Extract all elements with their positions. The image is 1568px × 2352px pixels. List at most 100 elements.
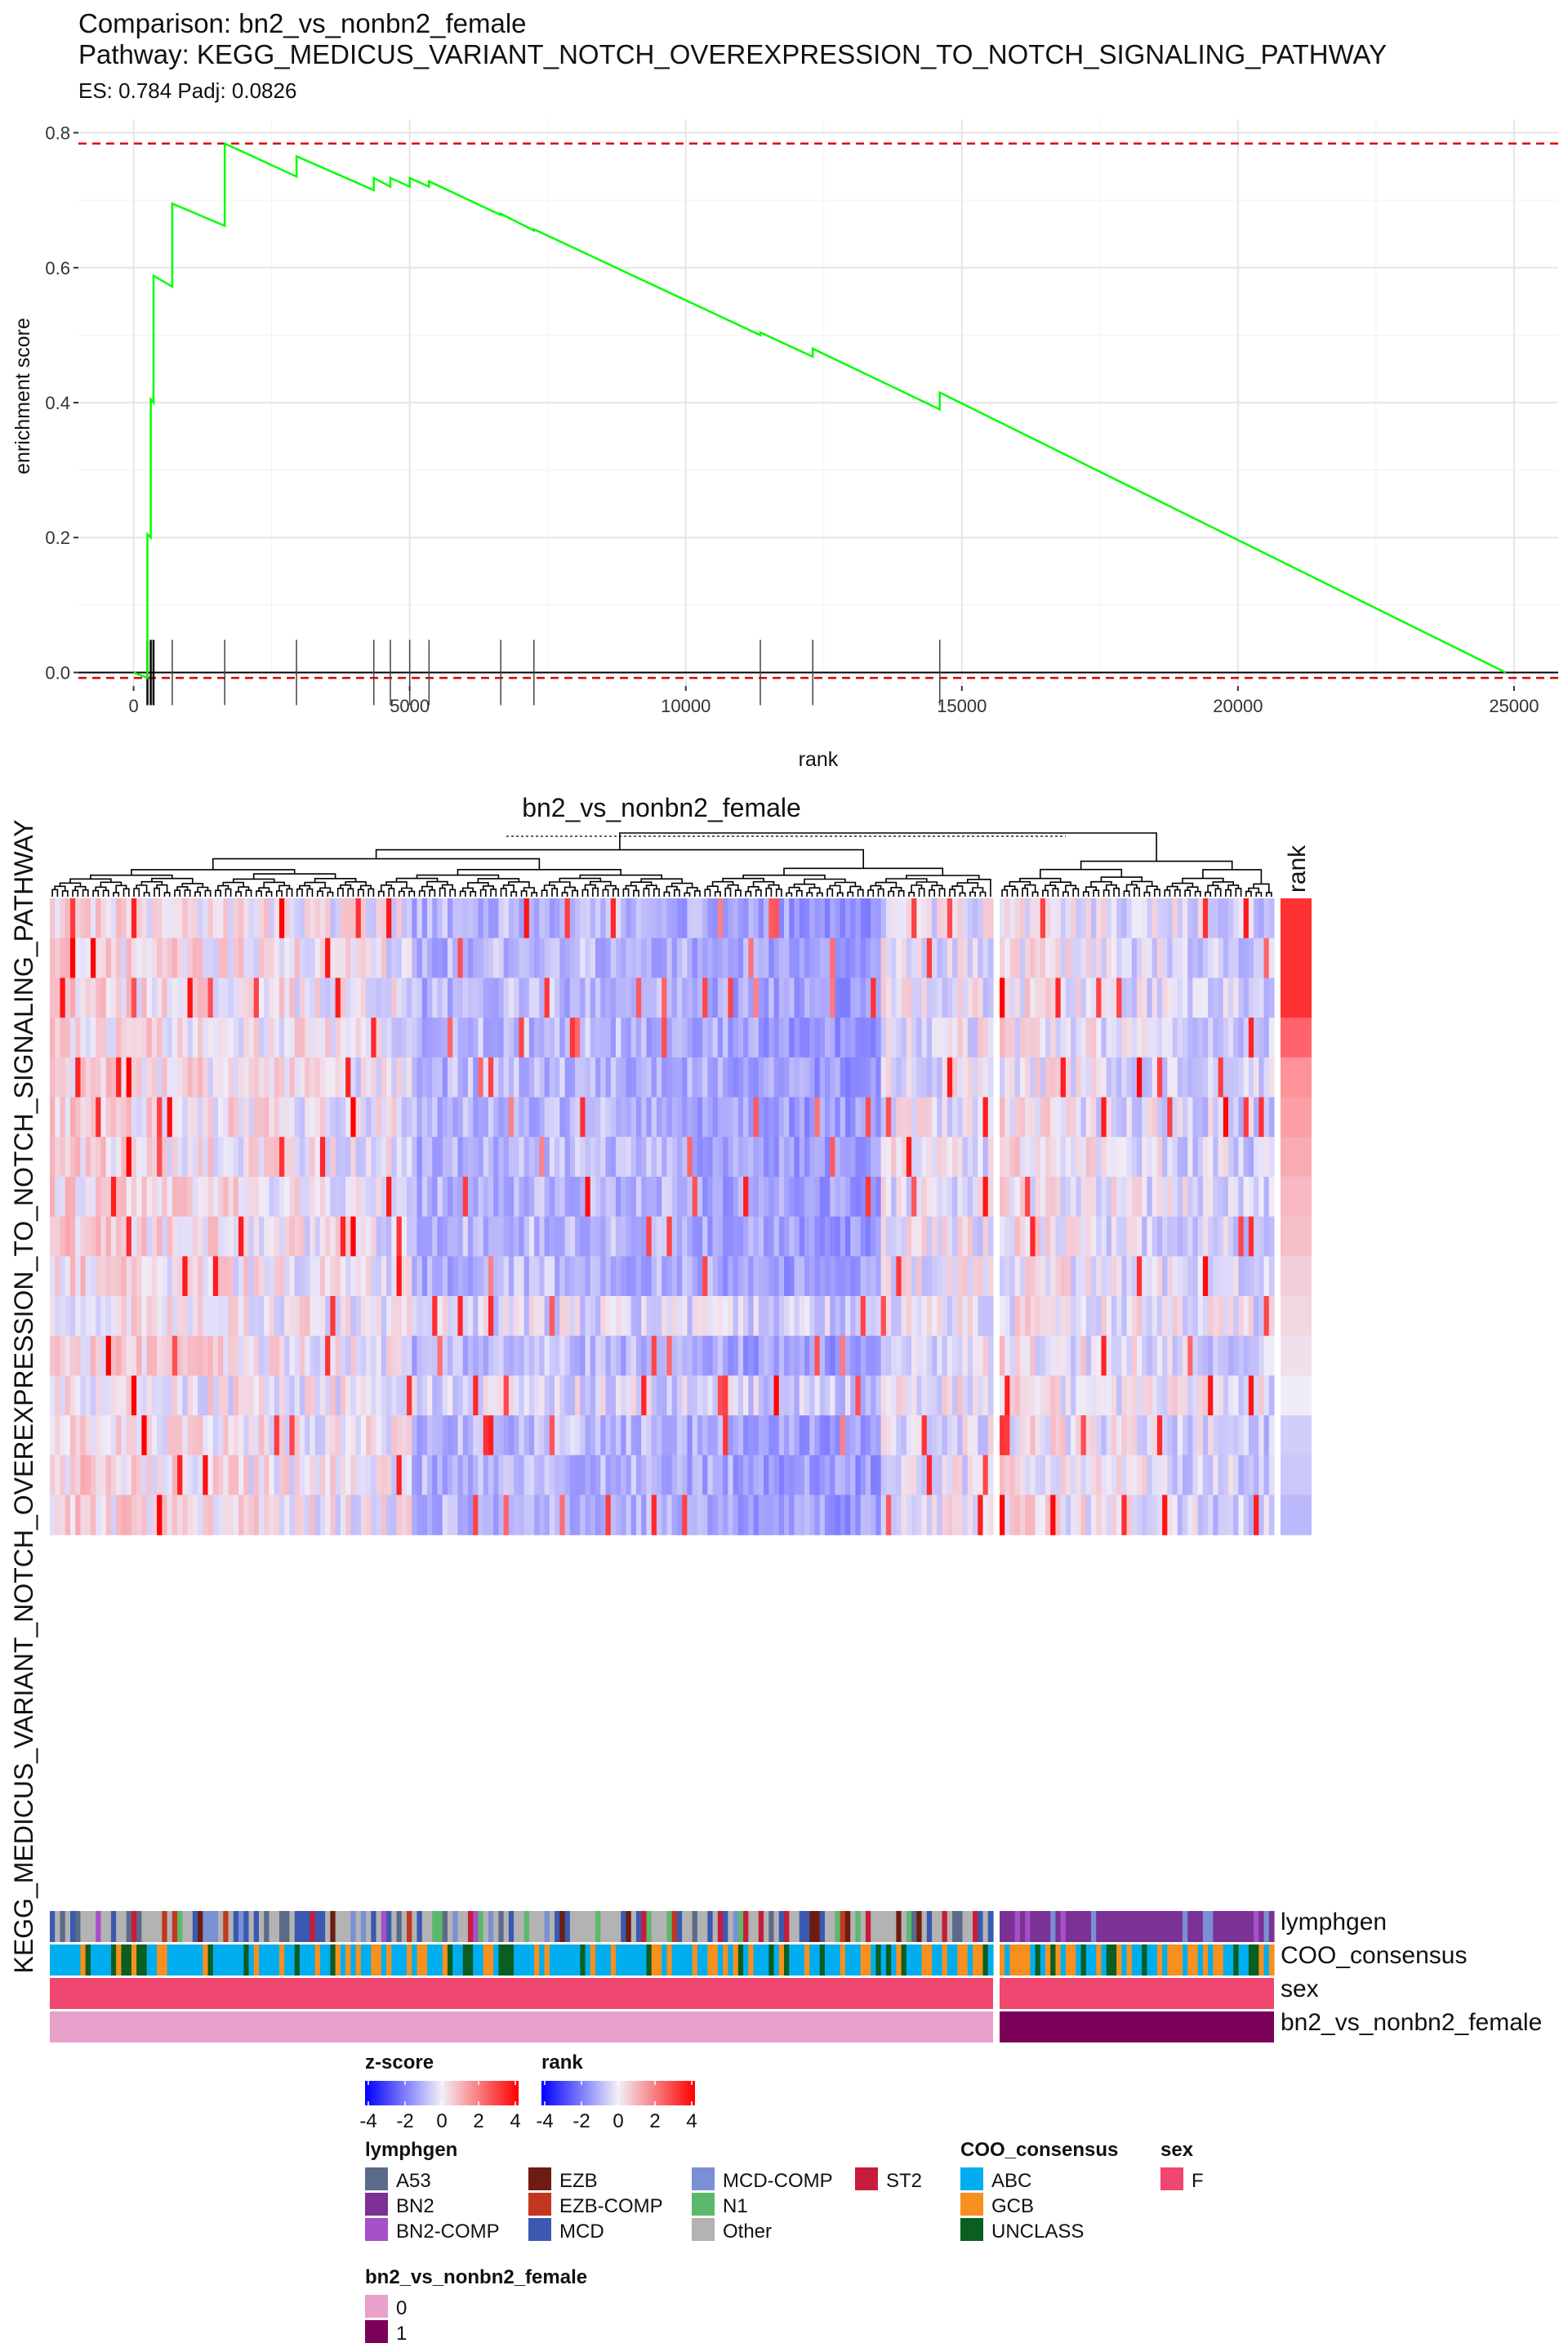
heatmap-cell [600, 1057, 607, 1098]
heatmap-cell [523, 1256, 530, 1297]
dendro-branch [795, 889, 803, 897]
heatmap-cell [1040, 1097, 1046, 1138]
heatmap-cell [1248, 1176, 1254, 1218]
heatmap-cell [90, 898, 96, 939]
heatmap-cell [310, 1375, 316, 1416]
heatmap-cell [778, 1415, 785, 1456]
heatmap-cell [1050, 1137, 1057, 1178]
lymphgen-cell [462, 1911, 469, 1942]
heatmap-cell [1192, 978, 1199, 1018]
heatmap-cell [575, 1256, 581, 1297]
heatmap-cell [483, 1375, 489, 1416]
heatmap-cell [401, 1256, 408, 1297]
heatmap-cell [223, 938, 229, 978]
heatmap-cell [1096, 1296, 1102, 1337]
heatmap-cell [646, 898, 653, 939]
lymphgen-cell [284, 1911, 291, 1942]
dendro-branch [398, 890, 405, 897]
heatmap-cell [162, 1296, 168, 1337]
heatmap-cell [967, 1176, 973, 1218]
dendro-branch [622, 888, 630, 897]
heatmap-cell [350, 1057, 357, 1098]
heatmap-cell [432, 978, 439, 1018]
heatmap-cell [1147, 1375, 1153, 1416]
heatmap-cell [157, 1375, 163, 1416]
heatmap-cell [473, 1176, 479, 1218]
heatmap-cell [182, 1137, 189, 1178]
heatmap-cell [702, 1018, 708, 1058]
heatmap-cell [407, 1454, 412, 1496]
heatmap-cell [555, 1176, 560, 1218]
heatmap-cell [926, 1454, 933, 1496]
heatmap-cell [549, 978, 555, 1018]
dendro-branch [174, 889, 180, 897]
lymphgen-cell [901, 1911, 907, 1942]
heatmap-cell [1045, 1176, 1051, 1218]
heatmap-cell [1263, 1137, 1270, 1178]
heatmap-cell [773, 978, 780, 1018]
heatmap-cell [1243, 1097, 1250, 1138]
heatmap-cell [773, 1335, 780, 1376]
heatmap-cell [478, 1018, 484, 1058]
heatmap-cell [962, 1018, 969, 1058]
heatmap-cell [1223, 1176, 1229, 1218]
heatmap-cell [595, 1335, 601, 1376]
heatmap-cell [835, 1454, 841, 1496]
heatmap-cell [192, 1375, 198, 1416]
heatmap-cell [906, 1137, 912, 1178]
heatmap-cell [682, 938, 688, 978]
heatmap-cell [1248, 1415, 1254, 1456]
heatmap-cell [284, 1335, 291, 1376]
heatmap-cell [462, 1176, 469, 1218]
heatmap-cell [564, 1494, 571, 1535]
lymphgen-cell [819, 1911, 826, 1942]
heatmap-cell [514, 1335, 519, 1376]
heatmap-cell [172, 1057, 178, 1098]
heatmap-cell [75, 898, 82, 939]
lymphgen-cell [437, 1911, 443, 1942]
heatmap-cell [651, 1335, 657, 1376]
heatmap-cell [1208, 1018, 1214, 1058]
heatmap-cell [258, 1494, 265, 1535]
heatmap-cell [116, 1375, 122, 1416]
heatmap-cell [50, 938, 56, 978]
heatmap-cell [1000, 1176, 1005, 1218]
heatmap-cell [136, 1216, 142, 1257]
lymphgen-cell [973, 1911, 978, 1942]
heatmap-cell [1142, 1176, 1148, 1218]
heatmap-cell [773, 1057, 780, 1098]
heatmap-cell [355, 898, 362, 939]
heatmap-cell [595, 1057, 601, 1098]
heatmap-cell [442, 978, 448, 1018]
heatmap-cell [784, 1296, 790, 1337]
heatmap-cell [799, 1137, 805, 1178]
heatmap-cell [1009, 1018, 1016, 1058]
heatmap-cell [1147, 1137, 1153, 1178]
heatmap-cell [1111, 1296, 1117, 1337]
heatmap-cell [162, 1097, 168, 1138]
heatmap-cell [212, 1335, 219, 1376]
heatmap-cell [1121, 938, 1128, 978]
heatmap-cell [1106, 1494, 1112, 1535]
coo-cell [937, 1944, 943, 1976]
heatmap-cell [682, 1097, 688, 1138]
heatmap-cell [957, 1256, 964, 1297]
heatmap-cell [916, 1494, 923, 1535]
heatmap-cell [1197, 1375, 1204, 1416]
heatmap-cell [1142, 1137, 1148, 1178]
heatmap-cell [421, 1415, 428, 1456]
dendro-branch [541, 889, 548, 897]
coo-cell [488, 1944, 494, 1976]
heatmap-cell [682, 1018, 688, 1058]
heatmap-cell [80, 1454, 87, 1496]
heatmap-cell [391, 1137, 398, 1178]
heatmap-cell [75, 1375, 82, 1416]
heatmap-cell [600, 938, 607, 978]
heatmap-cell [1116, 1057, 1122, 1098]
heatmap-cell [305, 1018, 310, 1058]
dendro-branch [92, 889, 100, 897]
heatmap-cell [1238, 898, 1245, 939]
heatmap-cell [830, 978, 836, 1018]
heatmap-cell [407, 1375, 412, 1416]
heatmap-cell [401, 1454, 408, 1496]
